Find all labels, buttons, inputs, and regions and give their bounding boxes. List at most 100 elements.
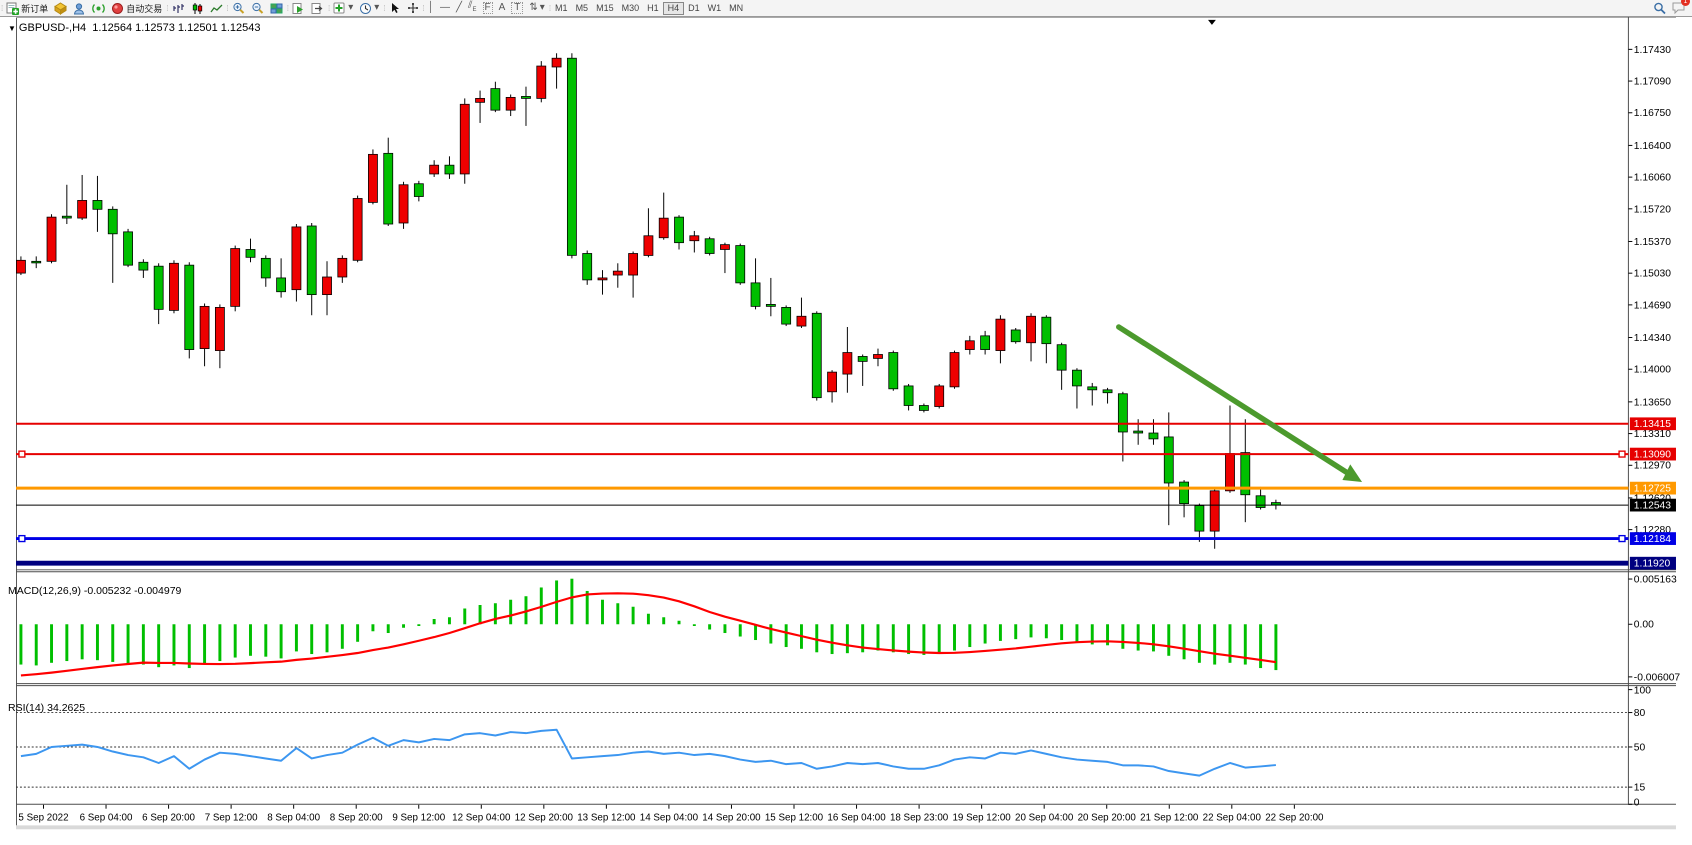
candle-bullish[interactable]	[643, 235, 654, 256]
candle-bullish[interactable]	[628, 253, 639, 276]
candle-bullish[interactable]	[77, 200, 88, 219]
candle-bullish[interactable]	[689, 235, 700, 242]
candle-bearish[interactable]	[521, 96, 531, 99]
candle-bullish[interactable]	[658, 217, 669, 239]
candle-bullish[interactable]	[398, 184, 409, 224]
candle-bearish[interactable]	[781, 307, 792, 325]
auto-scroll-button[interactable]	[289, 1, 308, 15]
candle-bearish[interactable]	[582, 253, 593, 281]
equidistant-channel-tool[interactable]: ⫽E	[468, 0, 477, 14]
indicators-dropdown[interactable]: ▾	[330, 1, 356, 15]
candle-bullish[interactable]	[1225, 453, 1235, 492]
candle-bullish[interactable]	[459, 103, 470, 175]
timeframe-button-M30[interactable]: M30	[621, 2, 640, 13]
timeframe-button-D1[interactable]: D1	[688, 2, 700, 13]
candlestick-chart-button[interactable]	[188, 1, 207, 15]
candle-bearish[interactable]	[765, 304, 776, 307]
cursor-tool-button[interactable]	[386, 1, 404, 15]
candle-bullish[interactable]	[429, 164, 440, 175]
candle-bullish[interactable]	[199, 305, 210, 350]
candle-bullish[interactable]	[964, 340, 975, 350]
candle-bearish[interactable]	[260, 257, 271, 279]
candle-bearish[interactable]	[1072, 369, 1082, 387]
line-handle[interactable]	[18, 534, 26, 543]
candle-bearish[interactable]	[857, 356, 868, 362]
candle-bearish[interactable]	[1240, 452, 1251, 496]
line-handle[interactable]	[18, 450, 26, 458]
candle-bullish[interactable]	[322, 276, 332, 296]
timeframe-button-M15[interactable]: M15	[596, 2, 614, 13]
candle-bearish[interactable]	[903, 385, 914, 406]
candle-bearish[interactable]	[1179, 481, 1189, 505]
line-handle[interactable]	[1618, 450, 1626, 458]
vertical-line-tool[interactable]: │	[427, 2, 434, 13]
candle-bearish[interactable]	[1117, 393, 1128, 433]
crosshair-tool-button[interactable]	[404, 1, 422, 15]
candle-bearish[interactable]	[138, 261, 149, 271]
timeframe-button-M5[interactable]: M5	[575, 2, 589, 13]
candle-bearish[interactable]	[704, 238, 715, 254]
timeframe-button-MN[interactable]: MN	[729, 2, 744, 13]
candle-bullish[interactable]	[46, 216, 57, 262]
line-handle[interactable]	[1618, 534, 1626, 543]
candle-bearish[interactable]	[1010, 329, 1021, 343]
candle-bearish[interactable]	[1194, 505, 1205, 532]
candle-bullish[interactable]	[475, 98, 485, 103]
line-chart-button[interactable]	[207, 1, 226, 15]
candle-bearish[interactable]	[566, 57, 577, 256]
candle-bearish[interactable]	[1133, 430, 1144, 434]
chart-shift-button[interactable]	[308, 1, 327, 15]
notifications-button[interactable]: 1	[1672, 0, 1690, 16]
candle-bullish[interactable]	[934, 385, 945, 407]
candle-bullish[interactable]	[827, 371, 837, 393]
candle-bearish[interactable]	[918, 405, 929, 411]
candle-bearish[interactable]	[1102, 389, 1113, 394]
candle-bullish[interactable]	[352, 198, 363, 261]
timeframe-button-H1[interactable]: H1	[647, 2, 659, 13]
trendline-tool[interactable]: ╱	[455, 2, 463, 13]
candle-bullish[interactable]	[230, 248, 241, 307]
candle-bullish[interactable]	[169, 262, 179, 311]
chart-shift-marker[interactable]	[1208, 19, 1216, 25]
candle-bullish[interactable]	[368, 153, 378, 203]
candle-bearish[interactable]	[674, 216, 684, 244]
candle-bullish[interactable]	[597, 277, 608, 281]
candle-bullish[interactable]	[551, 57, 562, 68]
zoom-in-button[interactable]	[229, 1, 248, 15]
fibonacci-tool[interactable]: F	[482, 2, 493, 14]
search-icon[interactable]	[1653, 2, 1666, 15]
candle-bearish[interactable]	[107, 208, 118, 235]
candle-bearish[interactable]	[444, 164, 455, 175]
candle-bearish[interactable]	[413, 183, 424, 197]
timeframe-button-H4[interactable]: H4	[662, 1, 685, 15]
periods-dropdown[interactable]: ▾	[356, 1, 382, 15]
candle-bearish[interactable]	[61, 215, 72, 219]
autotrading-button[interactable]: 自动交易	[108, 1, 165, 15]
candle-bullish[interactable]	[720, 244, 730, 250]
candle-bullish[interactable]	[842, 352, 853, 375]
candle-bullish[interactable]	[873, 354, 883, 359]
candle-bullish[interactable]	[291, 226, 302, 291]
candle-bearish[interactable]	[490, 88, 501, 111]
timeframe-button-W1[interactable]: W1	[707, 2, 722, 13]
candle-bullish[interactable]	[1209, 490, 1220, 532]
metaeditor-button[interactable]	[51, 1, 70, 15]
new-order-button[interactable]: 新订单	[3, 1, 51, 15]
candle-bearish[interactable]	[1163, 436, 1174, 484]
signals-button[interactable]	[89, 1, 108, 15]
candle-bullish[interactable]	[612, 270, 623, 276]
trend-arrow-line[interactable]	[1116, 324, 1350, 475]
candle-bearish[interactable]	[31, 260, 42, 264]
candle-bearish[interactable]	[1255, 495, 1266, 508]
candle-bullish[interactable]	[505, 96, 516, 111]
candle-bearish[interactable]	[306, 225, 317, 296]
candle-bearish[interactable]	[1087, 386, 1098, 391]
tile-windows-button[interactable]	[267, 1, 286, 15]
candle-bullish[interactable]	[949, 352, 960, 388]
arrows-dropdown[interactable]: ⇅ ▾	[529, 2, 545, 13]
candle-bullish[interactable]	[214, 307, 225, 351]
timeframe-button-M1[interactable]: M1	[555, 2, 568, 13]
candle-bullish[interactable]	[536, 65, 547, 99]
candle-bearish[interactable]	[276, 277, 287, 293]
text-tool[interactable]: A	[498, 2, 506, 13]
